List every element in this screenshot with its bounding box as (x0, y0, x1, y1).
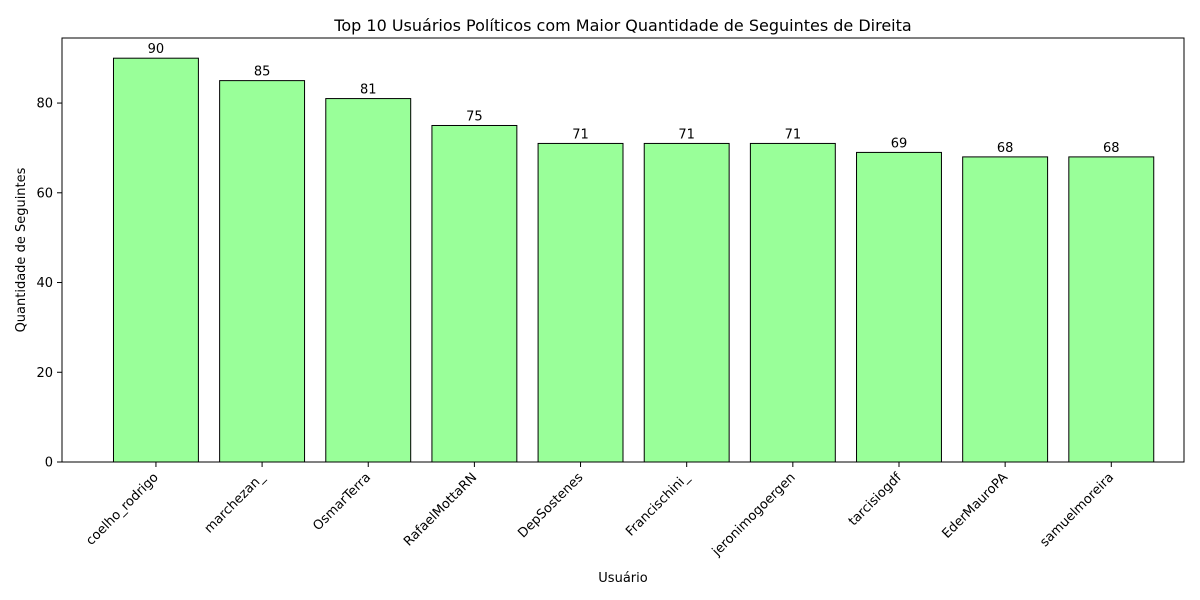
x-tick-label-EderMauroPA: EderMauroPA (939, 470, 1011, 542)
data-label-DepSostenes: 71 (572, 127, 589, 142)
y-axis: 0 20 40 60 80 (36, 97, 62, 471)
x-tick-label-marchezan_: marchezan_ (202, 470, 269, 537)
x-tick-label-Francischini_: Francischini_ (623, 470, 693, 540)
y-tick-label-0: 0 (45, 456, 53, 471)
x-tick-label-OsmarTerra: OsmarTerra (310, 470, 374, 534)
bar-tarcisiogdf (856, 151, 942, 463)
x-tick-label-coelho_rodrigo: coelho_rodrigo (83, 470, 161, 548)
data-label-OsmarTerra: 81 (360, 83, 377, 98)
data-labels-group: 90 85 81 75 71 71 71 69 68 68 (148, 42, 1120, 156)
x-axis: coelho_rodrigo marchezan_ OsmarTerra Rafael… (83, 462, 1117, 560)
plot-area-frame (61, 37, 1185, 463)
y-tick-label-60: 60 (36, 186, 53, 201)
bar-EderMauroPA (962, 156, 1049, 463)
bar-jeronimogoergen (749, 142, 836, 463)
data-label-samuelmoreira: 68 (1103, 141, 1120, 156)
data-label-jeronimogoergen: 71 (785, 127, 802, 142)
y-tick-label-20: 20 (36, 366, 53, 381)
bar-Francischini_ (643, 142, 730, 463)
data-label-EderMauroPA: 68 (997, 141, 1014, 156)
x-tick-label-tarcisiogdf: tarcisiogdf (846, 470, 905, 529)
y-tick-label-40: 40 (36, 276, 53, 291)
data-label-tarcisiogdf: 69 (891, 136, 908, 151)
chart-title: Top 10 Usuários Políticos com Maior Quan… (333, 16, 911, 35)
bars-group (112, 57, 1155, 463)
x-tick-label-jeronimogoergen: jeronimogoergen (709, 470, 799, 560)
x-tick-label-samuelmoreira: samuelmoreira (1037, 470, 1117, 550)
data-label-RafaelMottaRN: 75 (466, 109, 483, 124)
y-tick-label-80: 80 (36, 97, 53, 112)
bar-OsmarTerra (325, 98, 412, 463)
x-tick-label-RafaelMottaRN: RafaelMottaRN (401, 470, 480, 549)
data-label-Francischini_: 71 (678, 127, 695, 142)
bar-DepSostenes (537, 142, 624, 463)
bar-RafaelMottaRN (431, 124, 518, 463)
data-label-coelho_rodrigo: 90 (148, 42, 165, 57)
bar-marchezan_ (219, 80, 306, 463)
x-tick-label-DepSostenes: DepSostenes (515, 470, 586, 541)
y-axis-label: Quantidade de Seguintes (14, 167, 29, 332)
bar-samuelmoreira (1068, 156, 1155, 463)
bar-coelho_rodrigo (112, 57, 199, 463)
data-label-marchezan_: 85 (254, 65, 271, 80)
x-axis-label: Usuário (598, 571, 647, 586)
